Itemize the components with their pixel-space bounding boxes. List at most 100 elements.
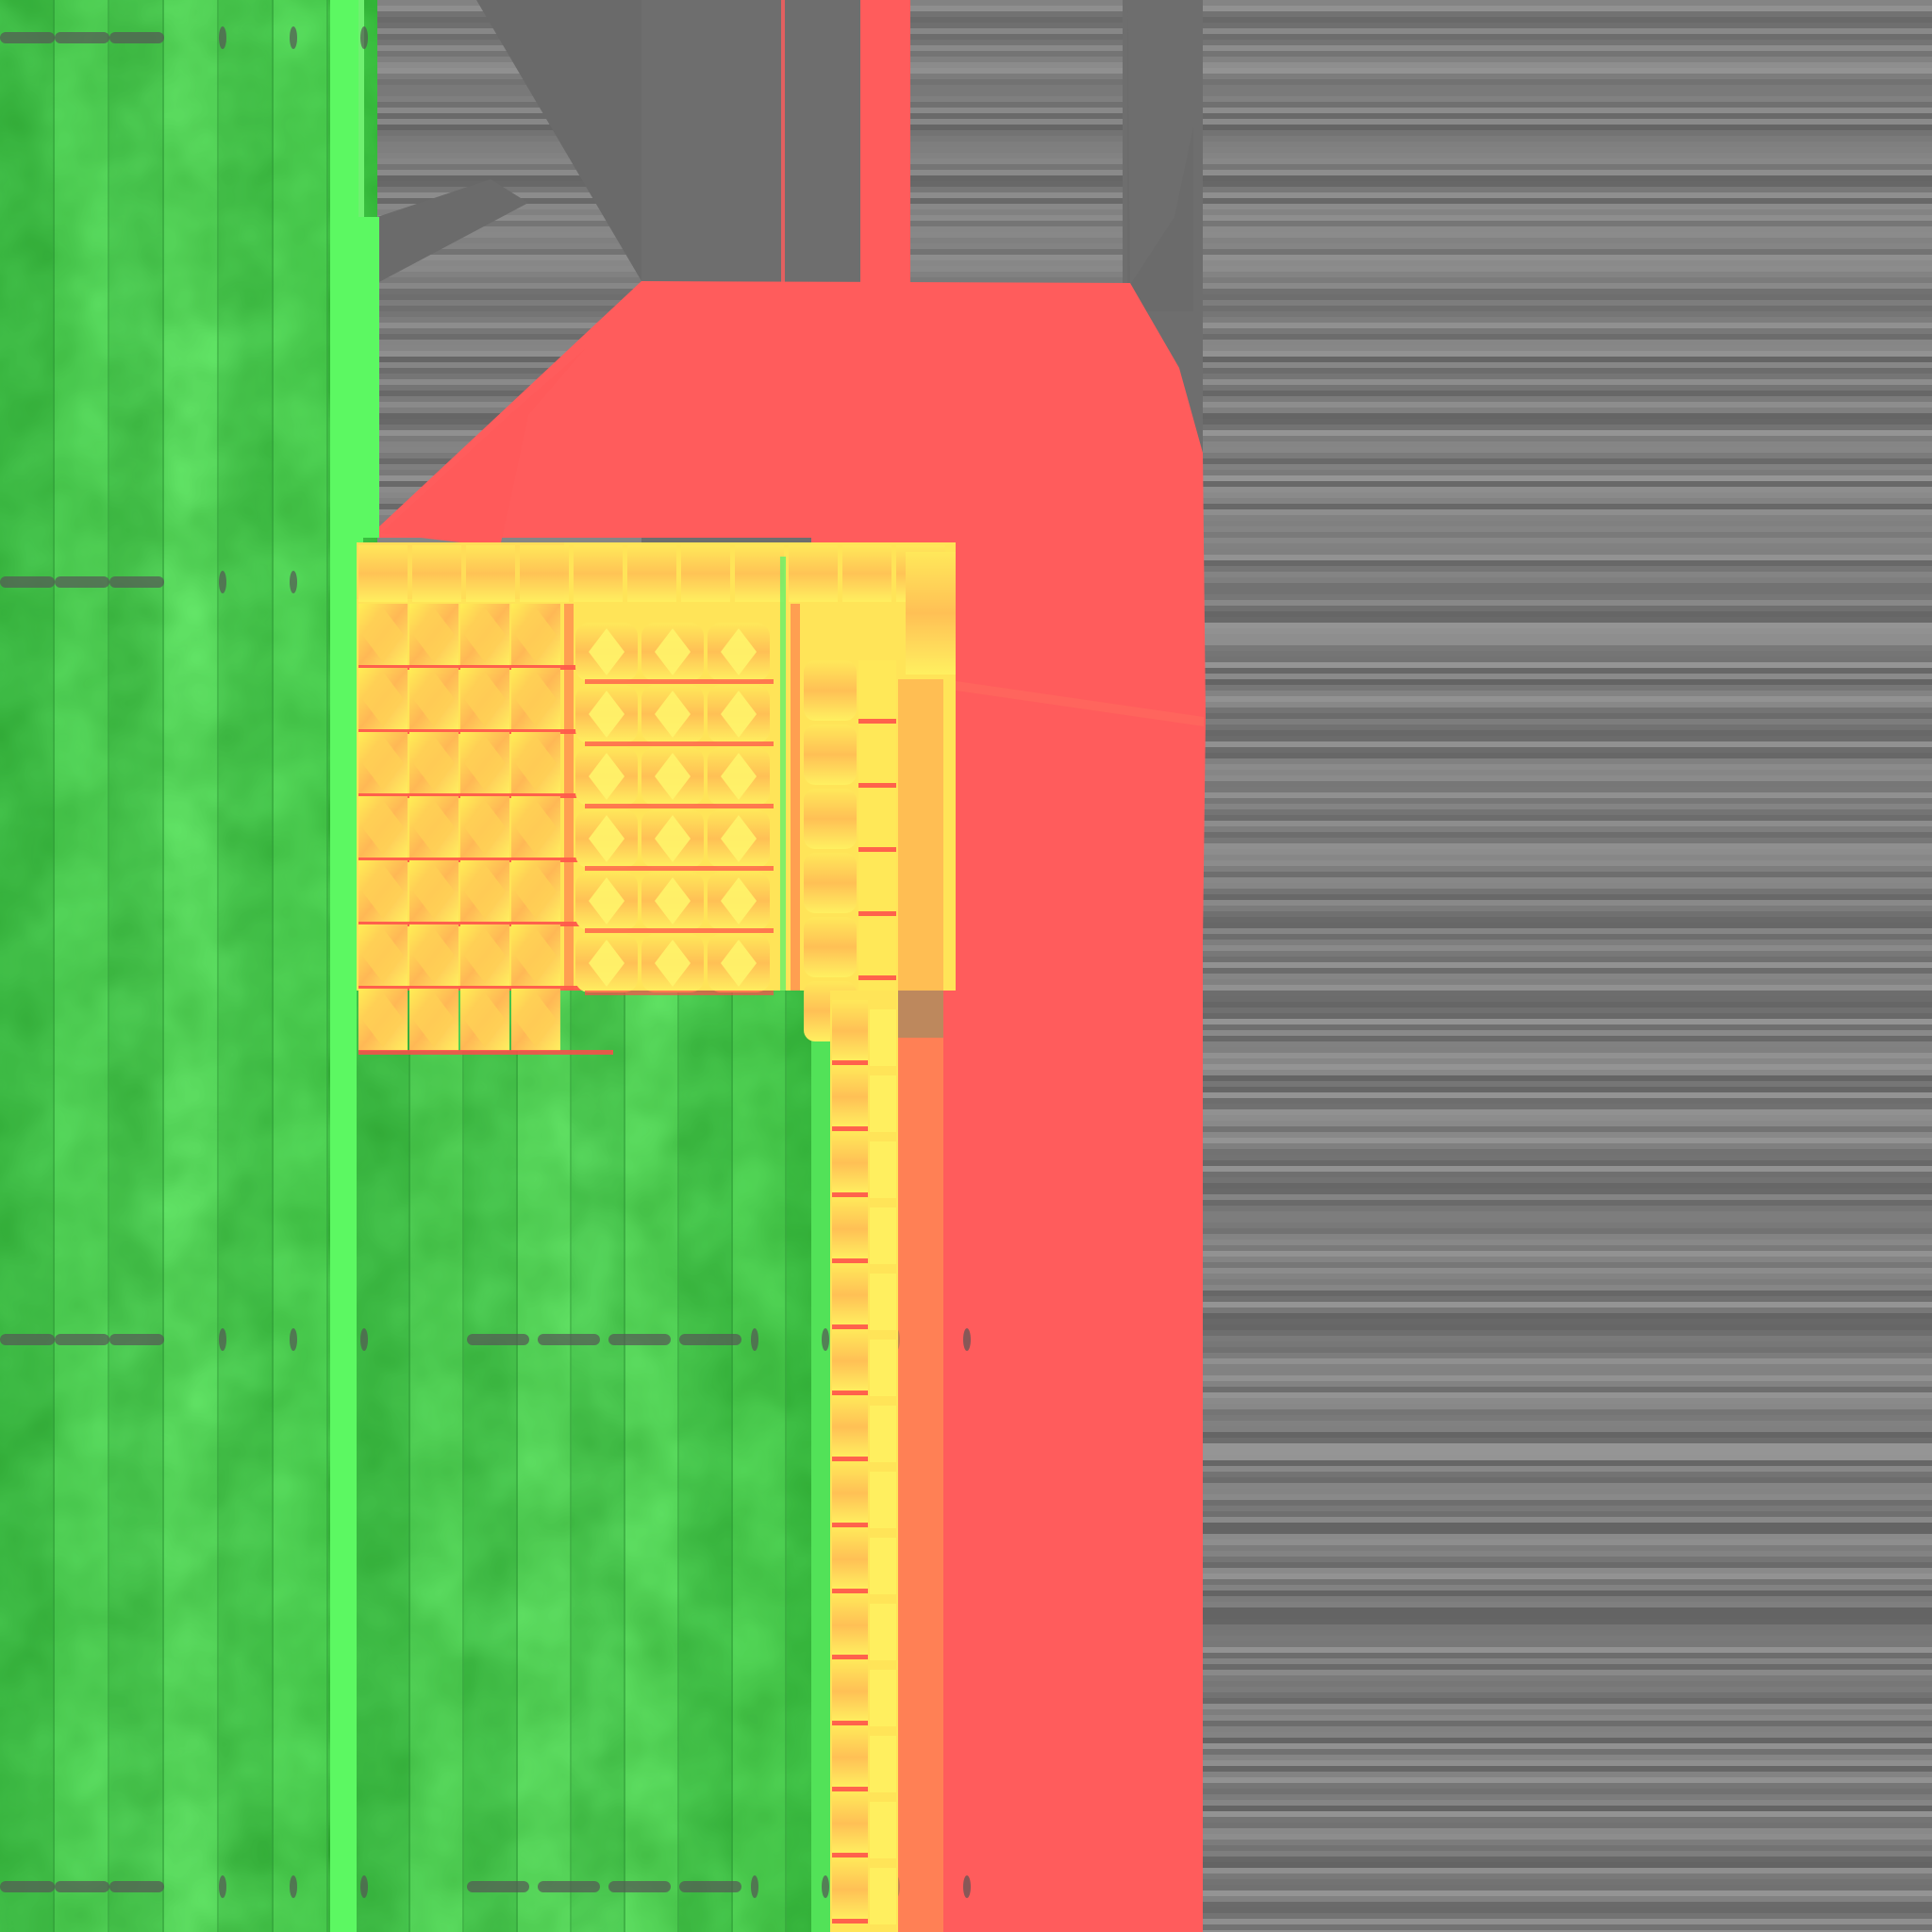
gray-streak <box>1203 1726 1932 1732</box>
gray-streak <box>1203 1375 1932 1381</box>
gray-streak <box>1203 1868 1932 1874</box>
gray-streak <box>1203 504 1932 509</box>
strip-cell <box>832 1198 868 1260</box>
gray-streak <box>1203 408 1932 413</box>
gray-streak <box>1203 164 1932 170</box>
gray-streak <box>1203 826 1932 832</box>
gray-streak <box>1203 181 1932 187</box>
gray-streak <box>1203 1149 1932 1155</box>
yellow-diamond <box>589 940 625 987</box>
gray-streak <box>1203 883 1932 889</box>
gray-streak <box>1203 940 1932 945</box>
gray-streak <box>910 209 1127 215</box>
strip-cell <box>870 1340 896 1396</box>
gray-streak <box>1203 277 1932 283</box>
gray-streak <box>1203 1840 1932 1845</box>
gray-streak <box>1203 430 1932 436</box>
red-seam <box>832 1324 868 1329</box>
gray-streak <box>1203 849 1932 855</box>
gray-streak <box>1203 1658 1932 1664</box>
gray-streak <box>1203 1160 1932 1166</box>
gray-streak <box>1203 17 1932 23</box>
gray-streak <box>1203 1523 1932 1528</box>
notch-bar <box>55 32 109 43</box>
gray-streak <box>1203 708 1932 713</box>
red-seam <box>832 1919 868 1924</box>
gray-streak <box>1203 1121 1932 1126</box>
gray-streak <box>1203 1166 1932 1172</box>
strip-cell <box>832 1594 868 1657</box>
gray-streak <box>1203 1698 1932 1704</box>
gray-streak <box>1203 623 1932 628</box>
yellow-diamond <box>515 608 557 662</box>
gray-streak <box>1203 538 1932 543</box>
green-column-edge <box>785 991 787 1932</box>
gray-streak <box>1203 108 1932 113</box>
gray-streak <box>1203 283 1932 289</box>
gray-streak <box>910 215 1127 221</box>
gray-streak <box>1203 724 1932 730</box>
gray-streak <box>910 23 1127 28</box>
gray-streak <box>1203 323 1932 328</box>
yellow-diamond <box>721 691 757 738</box>
gray-streak <box>377 232 641 238</box>
gray-streak <box>1203 770 1932 775</box>
gray-streak <box>1203 1777 1932 1783</box>
red-seam <box>358 793 613 798</box>
gray-streak <box>1203 979 1932 985</box>
gray-streak <box>1203 1455 1932 1460</box>
gray-streak <box>1203 1404 1932 1409</box>
gray-streak <box>1203 702 1932 708</box>
gray-streak <box>1203 142 1932 147</box>
green-column <box>733 991 787 1932</box>
gray-streak <box>1203 1540 1932 1545</box>
yellow-cap <box>358 545 408 602</box>
gray-streak <box>1203 74 1932 79</box>
green-bottom-columns <box>357 991 841 1932</box>
gray-streak <box>910 0 1127 6</box>
gray-streak <box>1203 838 1932 843</box>
gray-streak <box>1203 475 1932 481</box>
yellow-diamond <box>413 800 455 855</box>
gray-streak <box>1203 1568 1932 1574</box>
gray-streak <box>1203 611 1932 617</box>
red-seam <box>858 719 896 724</box>
gray-streak <box>1203 1364 1932 1370</box>
gray-streak <box>1203 1562 1932 1568</box>
gray-streak <box>1203 1613 1932 1619</box>
gray-streak <box>1203 34 1932 40</box>
green-column <box>164 0 219 1932</box>
notch-dot <box>751 1875 758 1898</box>
gray-streak <box>1203 747 1932 753</box>
yellow-cell <box>858 660 896 721</box>
gray-streak <box>1203 1857 1932 1862</box>
gray-streak <box>1203 1466 1932 1472</box>
yellow-cell <box>804 660 857 721</box>
gray-streak <box>1203 1885 1932 1890</box>
gray-streak <box>377 300 641 306</box>
red-seam <box>832 1192 868 1197</box>
yellow-cap <box>906 552 956 675</box>
gray-streak <box>1203 300 1932 306</box>
gray-streak <box>377 96 641 102</box>
gray-streak <box>1203 136 1932 142</box>
gray-streak <box>1203 1013 1932 1019</box>
yellow-diamond <box>362 928 404 983</box>
yellow-diamond <box>515 864 557 919</box>
gray-streak <box>377 91 641 96</box>
gray-streak <box>910 136 1127 142</box>
gray-streak <box>910 108 1127 113</box>
gray-streak <box>910 6 1127 11</box>
notch-dot <box>290 1328 297 1351</box>
yellow-diamond <box>515 928 557 983</box>
notch-bar <box>467 1334 529 1345</box>
gray-streak <box>1203 906 1932 911</box>
red-seam <box>858 847 896 852</box>
gray-streak <box>1203 753 1932 758</box>
gray-streak <box>1203 470 1932 475</box>
gray-streak <box>1203 1823 1932 1828</box>
gray-streak <box>1203 1506 1932 1511</box>
green-column-edge <box>462 991 464 1932</box>
gray-streak <box>910 68 1127 74</box>
green-column-edge <box>272 0 274 1932</box>
